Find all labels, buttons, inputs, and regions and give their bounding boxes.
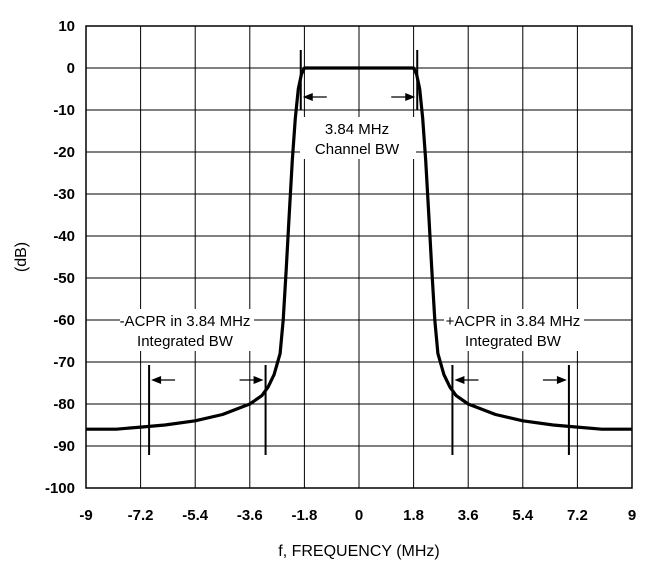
- upper-acpr-arrows: [454, 376, 567, 384]
- channel-bw-annotation: 3.84 MHz Channel BW: [299, 50, 419, 159]
- x-tick-labels: -9 -7.2 -5.4 -3.6 -1.8 0 1.8 3.6 5.4 7.2 9: [79, 507, 636, 524]
- arrow-head: [454, 376, 465, 384]
- x-tick-label: -7.2: [128, 507, 154, 524]
- arrow-head: [253, 376, 264, 384]
- x-tick-label: -3.6: [237, 507, 263, 524]
- y-tick-label: -30: [53, 186, 75, 203]
- x-tick-label: 9: [628, 507, 636, 524]
- grid-lines: [85, 25, 633, 489]
- lower-acpr-label-line1: -ACPR in 3.84 MHz: [120, 313, 251, 330]
- y-tick-label: -90: [53, 438, 75, 455]
- lower-acpr-label-bg: [120, 309, 254, 351]
- channel-bw-label-bg: [300, 117, 416, 159]
- upper-acpr-annotation: +ACPR in 3.84 MHz Integrated BW: [444, 309, 584, 455]
- upper-acpr-label-line2: Integrated BW: [465, 333, 562, 350]
- y-tick-label: 0: [67, 60, 75, 77]
- lower-acpr-arrows: [151, 376, 264, 384]
- spectrum-curve: [86, 66, 632, 431]
- lower-acpr-annotation: -ACPR in 3.84 MHz Integrated BW: [120, 309, 267, 455]
- x-tick-label: 0: [355, 507, 363, 524]
- x-tick-label: -5.4: [182, 507, 209, 524]
- x-tick-label: 1.8: [403, 507, 424, 524]
- x-tick-label: -9: [79, 507, 92, 524]
- y-axis-title: (dB): [13, 242, 30, 272]
- lower-acpr-label-line2: Integrated BW: [137, 333, 234, 350]
- upper-acpr-label-bg: [444, 309, 584, 351]
- arrow-head: [151, 376, 162, 384]
- y-tick-label: -80: [53, 396, 75, 413]
- arrow-head: [405, 93, 416, 101]
- y-tick-label: -100: [45, 480, 75, 497]
- upper-acpr-label-line1: +ACPR in 3.84 MHz: [446, 313, 581, 330]
- plot-frame: [85, 25, 633, 489]
- channel-bw-arrows: [302, 93, 416, 101]
- y-tick-labels: 10 0 -10 -20 -30 -40 -50 -60 -70 -80 -90 -100: [45, 18, 75, 497]
- y-tick-label: -60: [53, 312, 75, 329]
- x-axis-title: f, FREQUENCY (MHz): [278, 543, 439, 560]
- x-tick-label: 5.4: [512, 507, 534, 524]
- arrow-head: [302, 93, 313, 101]
- channel-bw-label-line2: Channel BW: [315, 141, 400, 158]
- y-tick-label: -50: [53, 270, 75, 287]
- y-tick-label: -20: [53, 144, 75, 161]
- y-tick-label: -10: [53, 102, 75, 119]
- y-tick-label: 10: [58, 18, 75, 35]
- y-tick-label: -40: [53, 228, 75, 245]
- x-tick-label: 7.2: [567, 507, 588, 524]
- channel-bw-label-line1: 3.84 MHz: [325, 121, 389, 138]
- x-tick-label: 3.6: [458, 507, 479, 524]
- x-tick-label: -1.8: [291, 507, 317, 524]
- arrow-head: [556, 376, 567, 384]
- y-tick-label: -70: [53, 354, 75, 371]
